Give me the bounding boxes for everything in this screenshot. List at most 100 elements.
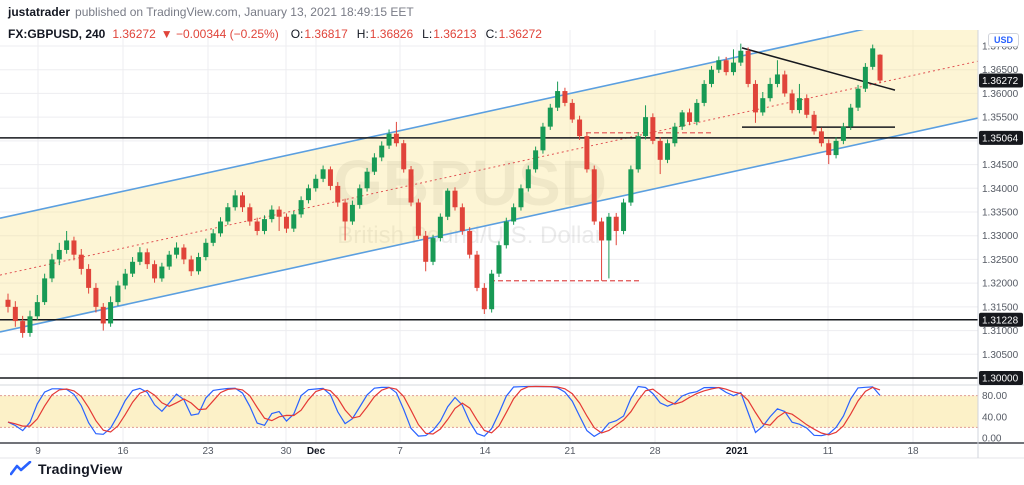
candle-body	[247, 207, 253, 222]
stoch-band	[0, 395, 978, 428]
trendline[interactable]	[741, 47, 896, 91]
close-readout: C:1.36272	[486, 27, 542, 41]
candle-body	[210, 233, 216, 243]
price-badge-label: 1.35064	[982, 133, 1019, 144]
candle-body	[115, 285, 121, 303]
candle-body	[679, 112, 685, 127]
candle-body	[459, 207, 465, 231]
time-axis-label[interactable]: 9	[35, 446, 41, 457]
candle-body	[166, 254, 172, 267]
time-axis-label[interactable]: 28	[649, 446, 661, 457]
time-axis-label[interactable]: 23	[202, 446, 214, 457]
candle-body	[239, 195, 245, 208]
high-readout: H:1.36826	[357, 27, 413, 41]
candle-body	[137, 252, 143, 262]
price-axis-label: 1.35500	[982, 113, 1019, 124]
candle-body	[701, 83, 707, 103]
price-axis-label: 1.36500	[982, 65, 1019, 76]
time-axis-label[interactable]: 30	[280, 446, 292, 457]
close-value: 1.36272	[498, 27, 542, 41]
time-axis-label[interactable]: 21	[564, 446, 576, 457]
plot-area: GBPUSDBritish Pound/U.S. Dollar	[0, 4, 978, 443]
candle-body	[100, 306, 106, 324]
candle-body	[518, 188, 524, 208]
open-label: O:	[290, 27, 304, 41]
tradingview-logo-icon	[10, 461, 32, 476]
time-axis-label[interactable]: 7	[397, 446, 403, 457]
candle-body	[379, 145, 385, 158]
candle-body	[232, 195, 238, 208]
price-axis-label: 1.34000	[982, 184, 1019, 195]
candle-body	[467, 230, 473, 255]
candle-body	[371, 157, 377, 172]
candle-body	[386, 133, 392, 146]
time-axis-label[interactable]: 18	[907, 446, 919, 457]
channel-lower-line[interactable]	[0, 117, 978, 333]
candle-body	[613, 216, 619, 231]
price-badge	[979, 312, 1023, 327]
candle-body	[218, 221, 224, 234]
low-readout: L:1.36213	[422, 27, 476, 41]
candle-body	[203, 242, 209, 258]
channel-median-line[interactable]	[0, 60, 978, 276]
symbol-interval[interactable]: FX:GBPUSD, 240	[8, 27, 106, 41]
candle-body	[196, 257, 202, 272]
candle-body	[760, 98, 766, 113]
price-axis-label: 1.34500	[982, 160, 1019, 171]
price-badge-label: 1.30000	[982, 374, 1019, 385]
candle-body	[64, 240, 70, 250]
candle-body	[71, 240, 77, 255]
candle-body	[569, 102, 575, 120]
candle-body	[716, 60, 722, 70]
candle-body	[525, 169, 531, 189]
candle-body	[796, 98, 802, 111]
candle-body	[657, 140, 663, 160]
candle-body	[78, 254, 84, 269]
price-change: ▼ −0.00344 (−0.25%)	[160, 27, 279, 41]
candle-body	[5, 299, 11, 307]
candle-body	[254, 221, 260, 231]
time-axis-label[interactable]: 16	[117, 446, 129, 457]
channel-upper-line[interactable]	[0, 4, 978, 219]
candle-body	[489, 273, 495, 310]
candle-body	[335, 185, 341, 203]
candle-body	[430, 238, 436, 262]
ohlc-readout: O:1.36817 H:1.36826 L:1.36213 C:1.36272	[291, 27, 542, 41]
time-axis-label[interactable]: 11	[823, 446, 834, 457]
candle-body	[181, 247, 187, 260]
candle-body	[789, 93, 795, 111]
candle-body	[452, 190, 458, 208]
footer-brand-link[interactable]: TradingView	[10, 461, 122, 477]
candle-body	[877, 54, 883, 81]
tradingview-brand: TradingView	[38, 461, 123, 477]
time-axis-label[interactable]: 14	[479, 446, 491, 457]
candle-body	[130, 261, 136, 274]
author-username[interactable]: justatrader	[8, 5, 71, 19]
candle-body	[20, 321, 26, 333]
time-axis-label[interactable]: 2021	[726, 446, 749, 457]
watermark-symbol: GBPUSD	[333, 147, 607, 219]
close-label: C:	[485, 27, 498, 41]
open-readout: O:1.36817	[291, 27, 348, 41]
candle-body	[437, 216, 443, 239]
currency-label[interactable]: USD	[987, 33, 1019, 47]
candle-body	[357, 188, 363, 205]
price-badge	[979, 371, 1023, 385]
candle-body	[672, 126, 678, 144]
candle-body	[606, 216, 612, 241]
chart-legend: FX:GBPUSD, 240 1.36272 ▼ −0.00344 (−0.25…	[8, 27, 542, 41]
candle-body	[643, 117, 649, 137]
time-axis-label[interactable]: Dec	[307, 446, 326, 457]
candle-body	[804, 98, 810, 115]
price-axis-label: 1.36000	[982, 89, 1019, 100]
candle-body	[12, 306, 18, 322]
candle-body	[342, 202, 348, 222]
candle-body	[174, 247, 180, 255]
price-axis-label: 1.32500	[982, 255, 1019, 266]
candle-body	[723, 60, 729, 73]
candle-body	[708, 69, 714, 84]
candle-body	[122, 273, 128, 286]
candle-body	[188, 259, 194, 272]
